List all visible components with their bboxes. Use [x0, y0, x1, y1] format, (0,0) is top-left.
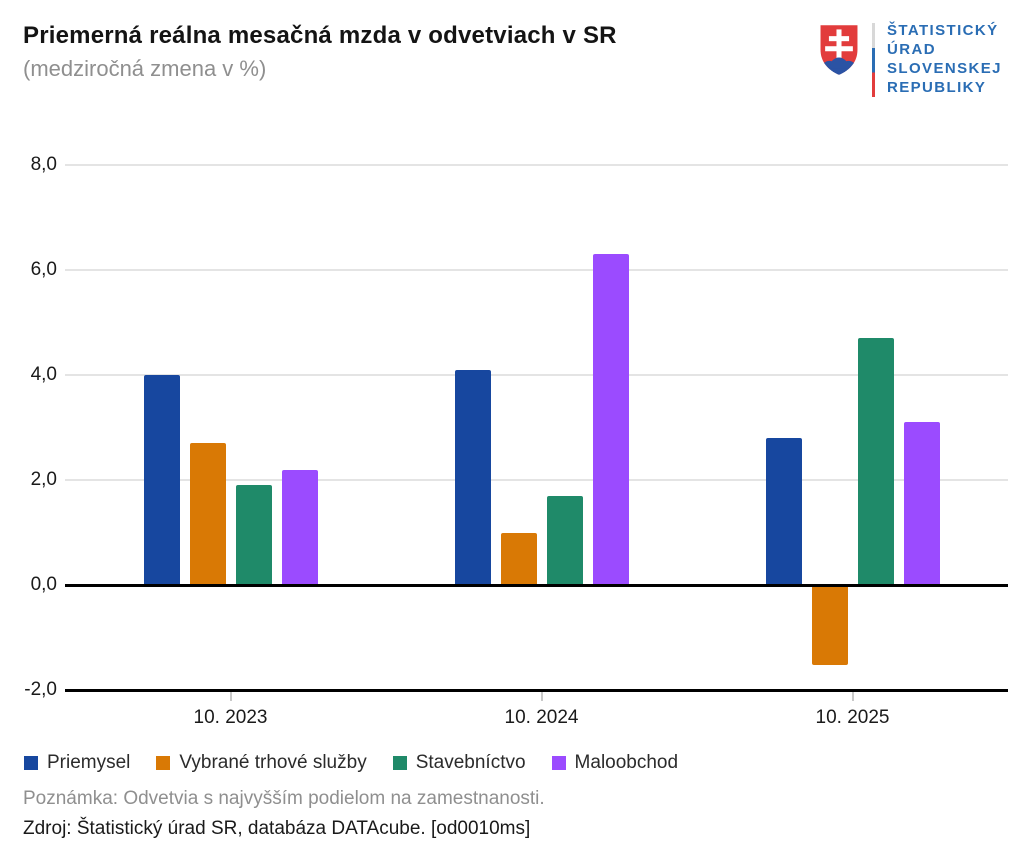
legend-item-4: Maloobchod — [551, 752, 679, 774]
y-axis-tick-label: 0,0 — [30, 574, 57, 595]
chart-title: Priemerná reálna mesačná mzda v odvetvia… — [23, 22, 617, 49]
x-axis-tick — [540, 692, 543, 701]
legend-item-3: Stavebníctvo — [392, 752, 526, 774]
logo-line-2: ÚRAD — [887, 41, 936, 58]
y-axis-tick-label: 4,0 — [30, 364, 57, 385]
legend-label: Maloobchod — [574, 752, 679, 773]
bar-102024-series-4 — [592, 254, 629, 585]
footnote: Poznámka: Odvetvia s najvyšším podielom … — [23, 788, 545, 809]
legend-item-2: Vybrané trhové služby — [156, 752, 367, 774]
legend-label: Priemysel — [47, 752, 131, 773]
slovak-coat-of-arms-icon — [818, 21, 860, 84]
legend-label: Vybrané trhové služby — [179, 752, 367, 773]
y-axis-tick-label: 8,0 — [30, 154, 57, 175]
axis-line — [65, 583, 1008, 587]
legend-swatch-icon — [551, 756, 566, 770]
logo-tricolor-divider — [872, 23, 875, 97]
x-axis-tick — [229, 692, 232, 701]
legend-swatch-icon — [156, 756, 171, 770]
chart-subtitle: (medziročná zmena v %) — [23, 56, 267, 81]
source-citation: Zdroj: Štatistický úrad SR, databáza DAT… — [23, 818, 531, 839]
x-axis-category-label: 10. 2023 — [193, 707, 268, 728]
bar-102025-series-2 — [811, 586, 848, 666]
gridline — [65, 374, 1008, 376]
bar-102024-series-3 — [546, 495, 583, 585]
statistical-office-logo: ŠTATISTICKÝ ÚRAD SLOVENSKEJ REPUBLIKY — [818, 21, 1002, 97]
legend-swatch-icon — [24, 756, 38, 770]
axis-line — [65, 688, 1008, 692]
legend-label: Stavebníctvo — [415, 752, 526, 773]
x-axis-category-label: 10. 2024 — [504, 707, 579, 728]
bar-102025-series-1 — [765, 438, 802, 585]
bar-102023-series-2 — [189, 443, 226, 585]
logo-line-1: ŠTATISTICKÝ — [887, 22, 999, 39]
bar-chart-plot-area: 8,0 6,0 4,0 2,0 0,0 -2,0 10. 2023 10. 2024 10. 2… — [24, 154, 1008, 728]
logo-line-3: SLOVENSKEJ — [887, 60, 1002, 77]
bar-102025-series-4 — [903, 422, 940, 585]
chart-legend: Priemysel Vybrané trhové služby Stavebníct… — [24, 752, 678, 774]
gridline — [65, 164, 1008, 166]
y-axis-tick-label: -2,0 — [24, 679, 57, 700]
y-axis-tick-label: 2,0 — [30, 469, 57, 490]
bar-102023-series-1 — [143, 375, 180, 585]
y-axis-tick-label: 6,0 — [30, 259, 57, 280]
logo-wordmark: ŠTATISTICKÝ ÚRAD SLOVENSKEJ REPUBLIKY — [887, 21, 1002, 97]
bar-102023-series-4 — [281, 469, 318, 585]
bar-102024-series-1 — [454, 369, 491, 585]
x-axis-tick — [851, 692, 854, 701]
bar-102025-series-3 — [857, 338, 894, 585]
bar-102023-series-3 — [235, 485, 272, 585]
x-axis-category-label: 10. 2025 — [815, 707, 890, 728]
gridline — [65, 269, 1008, 271]
gridline — [65, 479, 1008, 481]
bar-102024-series-2 — [500, 532, 537, 585]
logo-line-4: REPUBLIKY — [887, 79, 987, 96]
legend-item-1: Priemysel — [24, 752, 130, 774]
legend-swatch-icon — [392, 756, 407, 770]
